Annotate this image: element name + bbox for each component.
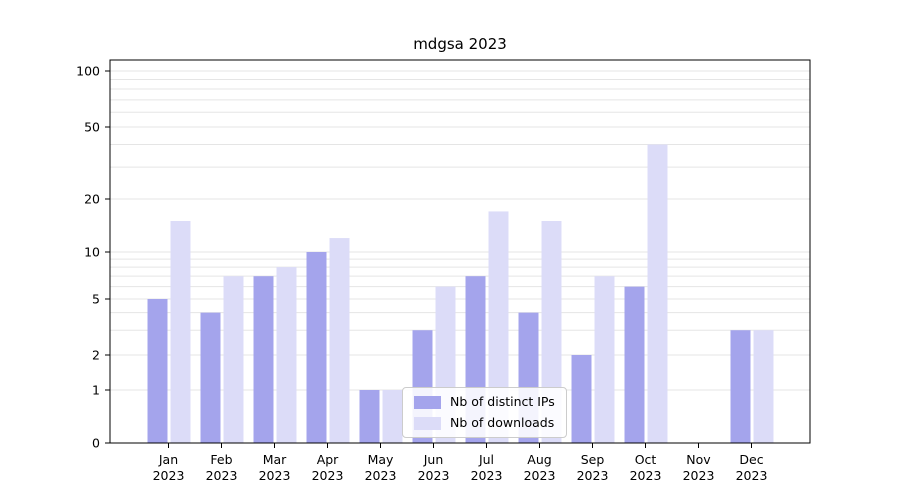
x-tick-label-month: Apr [317,452,339,467]
legend-swatch-downloads [414,416,441,430]
x-tick-label-year: 2023 [312,468,344,483]
x-tick-label-month: Aug [527,452,551,467]
chart-title: mdgsa 2023 [413,35,507,53]
x-tick-label-year: 2023 [471,468,503,483]
y-tick-label: 50 [84,120,100,135]
x-tick-label-month: Jul [478,452,494,467]
x-tick-label-year: 2023 [630,468,662,483]
bar-distinct-ips-Mar [253,276,274,443]
y-tick-label: 100 [76,64,100,79]
x-axis: Jan2023Feb2023Mar2023Apr2023May2023Jun20… [153,443,768,483]
x-tick-label-year: 2023 [206,468,238,483]
y-tick-label: 5 [92,292,100,307]
bar-downloads-Jan [170,220,191,443]
bar-distinct-ips-Feb [200,312,221,443]
x-tick-label-month: Sep [581,452,605,467]
x-tick-label-year: 2023 [153,468,185,483]
legend-item-distinct-ips: Nb of distinct IPs [414,395,555,409]
bar-downloads-May [382,390,403,443]
x-tick-label-year: 2023 [577,468,609,483]
y-tick-label: 0 [92,436,100,451]
x-tick-label-year: 2023 [524,468,556,483]
y-axis: 0 1 2 5 10 20 50 100 [76,64,110,451]
x-tick-label-month: Mar [263,452,287,467]
y-tick-label: 2 [92,348,100,363]
x-tick-label-month: May [368,452,394,467]
bar-distinct-ips-May [359,390,380,443]
y-tick-label: 10 [84,245,100,260]
x-tick-label-month: Feb [210,452,232,467]
x-tick-label-month: Dec [739,452,763,467]
bar-distinct-ips-Sep [571,355,592,443]
x-tick-label-month: Nov [686,452,711,467]
y-tick-label: 1 [92,383,100,398]
bar-downloads-Oct [647,144,668,443]
bar-downloads-Sep [594,276,615,443]
bar-distinct-ips-Apr [306,252,327,443]
bar-distinct-ips-Dec [730,330,751,443]
x-tick-label-month: Jun [423,452,444,467]
y-tick-label: 20 [84,192,100,207]
x-tick-label-year: 2023 [736,468,768,483]
bar-downloads-Feb [223,276,244,443]
x-tick-label-year: 2023 [259,468,291,483]
bar-downloads-Apr [329,238,350,443]
legend-label-distinct-ips: Nb of distinct IPs [450,394,555,409]
x-tick-label-year: 2023 [683,468,715,483]
legend-swatch-distinct-ips [414,395,441,409]
x-tick-label-year: 2023 [365,468,397,483]
bar-downloads-Mar [276,267,297,443]
bar-downloads-Jul [488,211,509,443]
x-tick-label-month: Oct [635,452,657,467]
legend-item-downloads: Nb of downloads [414,416,555,430]
legend-label-downloads: Nb of downloads [450,415,555,430]
bar-distinct-ips-Jan [147,299,168,443]
bar-downloads-Dec [753,330,774,443]
bar-distinct-ips-Oct [624,286,645,443]
x-tick-label-year: 2023 [418,468,450,483]
x-tick-label-month: Jan [158,452,178,467]
legend: Nb of distinct IPs Nb of downloads [402,387,567,438]
